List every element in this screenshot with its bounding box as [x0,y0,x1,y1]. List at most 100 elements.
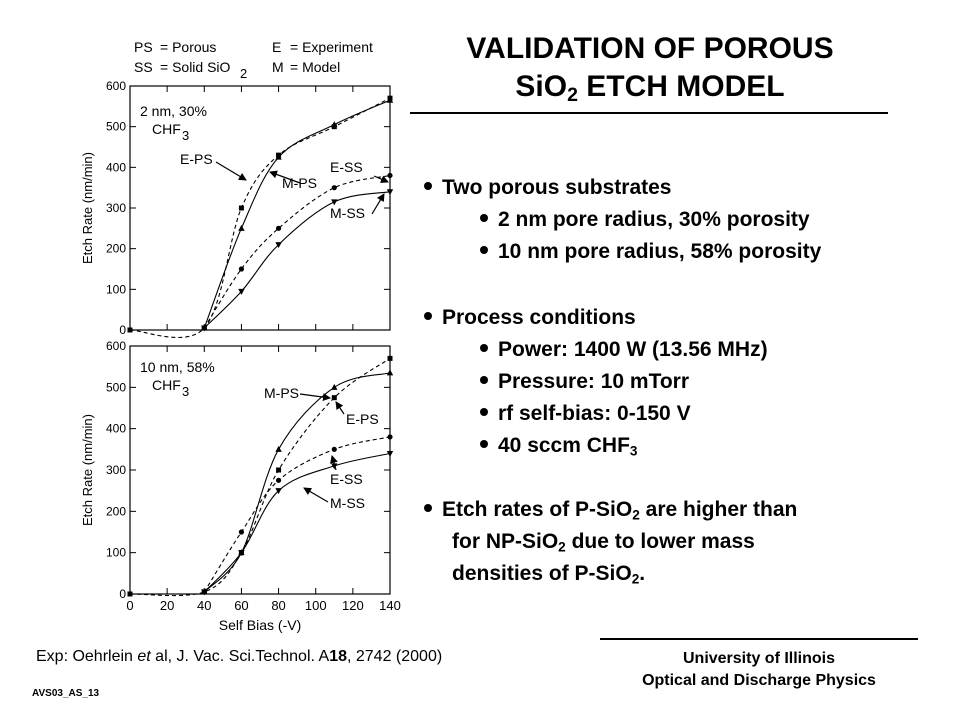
y-tick-label: 600 [106,79,126,93]
condition-gas-subscript: 3 [182,384,189,399]
data-point-m-ss [275,242,282,249]
data-point-e-ss [238,529,245,535]
legend-ps-key: PS [134,39,153,55]
legend-e-key: E [272,39,281,55]
sub-bullet-pressure: Pressure: 10 mTorr [480,370,689,394]
data-point-m-ss [331,199,338,206]
university-name: University of Illinois [682,650,836,667]
data-point-m-ss [331,463,338,470]
sub-bullet-bias: rf self-bias: 0-150 V [480,402,691,426]
bullet-dot [480,214,488,223]
series-annotation: M-PS [264,385,299,401]
legend-ss-value: = Solid SiO [160,59,231,75]
y-tick-label: 0 [119,587,126,601]
data-point-e-ss [238,266,245,272]
data-point-e-ss [387,434,393,440]
bullet-conclusion: Etch rates of P-SiO2 are higher than [424,498,797,522]
data-point-e-ps [276,467,282,473]
y-tick-label: 100 [106,282,126,296]
bullet-dot [480,408,488,417]
annotation-arrow [335,401,345,415]
bullet-dot [480,440,488,449]
condition-gas-label: CHF [152,121,181,137]
y-axis-label: Etch Rate (nm/min) [80,414,95,526]
data-point-m-ps [331,121,338,128]
condition-gas-label: CHF [152,377,181,393]
data-point-m-ss [386,189,394,196]
bullet-conclusion-line-3: densities of P-SiO2. [452,562,646,587]
annotation-arrow [330,455,338,471]
y-tick-label: 200 [106,242,126,256]
annotation-arrow [269,170,301,184]
y-tick-label: 500 [106,120,126,134]
footer-rule [600,638,918,640]
series-annotation: E-PS [180,151,213,167]
annotation-arrow [303,487,329,503]
x-axis-label: Self Bias (-V) [219,617,301,633]
series-line-e-ss [203,174,391,329]
series-line-m-ps [203,99,391,329]
data-point-m-ps [238,224,245,231]
sub-bullet-power: Power: 1400 W (13.56 MHz) [480,338,768,362]
data-point-m-ps [275,445,282,452]
series-annotation: M-SS [330,495,365,511]
annotation-arrow [299,393,331,402]
x-tick-label: 40 [197,598,211,613]
legend-ps-value: = Porous [160,39,216,55]
annotation-arrow [215,161,247,181]
bullet-dot [424,182,432,191]
slide-title: VALIDATION OF POROUS SiO2 ETCH MODEL [410,30,890,114]
bullet-dot [480,376,488,385]
y-tick-label: 200 [106,504,126,518]
series-annotation: E-SS [330,471,363,487]
y-tick-label: 0 [119,323,126,337]
bullet-dot [424,504,432,513]
etch-rate-plots: PS = Porous SS = Solid SiO 2 E = Experim… [80,39,401,633]
condition-gas-subscript: 3 [182,128,189,143]
x-tick-label: 100 [305,598,327,613]
title-line-1: VALIDATION OF POROUS [466,32,834,65]
legend-m-value: = Model [290,59,340,75]
legend-e-value: = Experiment [290,39,373,55]
data-point-e-ss [275,225,282,231]
data-point-e-ss [387,172,393,179]
condition-label: 10 nm, 58% [140,359,215,375]
data-point-m-ss [238,288,245,295]
sub-bullet-gas: 40 sccm CHF3 [480,434,638,458]
x-tick-label: 120 [342,598,364,613]
condition-label: 2 nm, 30% [140,103,207,119]
data-point-m-ps [331,383,338,390]
data-point-e-ss [275,477,282,483]
x-tick-label: 20 [160,598,174,613]
y-tick-label: 400 [106,160,126,174]
data-point-m-ss [386,450,394,457]
y-tick-label: 500 [106,380,126,394]
institution-block: University of Illinois Optical and Disch… [600,648,918,692]
slide-id: AVS03_AS_13 [32,688,100,699]
x-tick-label: 140 [379,598,401,613]
bottom-chart: 0 100 200 300 400 500 600 0 20 40 60 80 100 120 140 Etc… [80,339,401,633]
group-name: Optical and Discharge Physics [642,672,876,689]
series-annotation: E-SS [330,159,363,175]
y-axis-label: Etch Rate (nm/min) [80,152,95,264]
data-point-m-ss [275,488,282,495]
title-underline [410,112,888,114]
data-point-e-ps [127,327,133,333]
x-tick-label: 80 [271,598,285,613]
sub-bullet-2nm: 2 nm pore radius, 30% porosity [480,208,810,232]
chart-legend: PS = Porous SS = Solid SiO 2 E = Experim… [134,39,373,81]
x-tick-label: 60 [234,598,248,613]
data-point-m-ps [386,96,394,103]
bullet-conclusion-line-2: for NP-SiO2 due to lower mass [452,530,755,555]
sub-bullet-10nm: 10 nm pore radius, 58% porosity [480,240,821,264]
data-point-m-ss [201,325,208,332]
bullet-substrates: Two porous substrates [424,176,671,200]
annotation-arrow [373,175,389,183]
series-line-e-ss [203,436,391,593]
y-tick-label: 100 [106,546,126,560]
y-tick-label: 300 [106,463,126,477]
y-tick-label: 300 [106,201,126,215]
title-line-2: SiO2 ETCH MODEL [515,70,785,106]
legend-m-key: M [272,59,284,75]
annotation-arrow [371,193,385,215]
